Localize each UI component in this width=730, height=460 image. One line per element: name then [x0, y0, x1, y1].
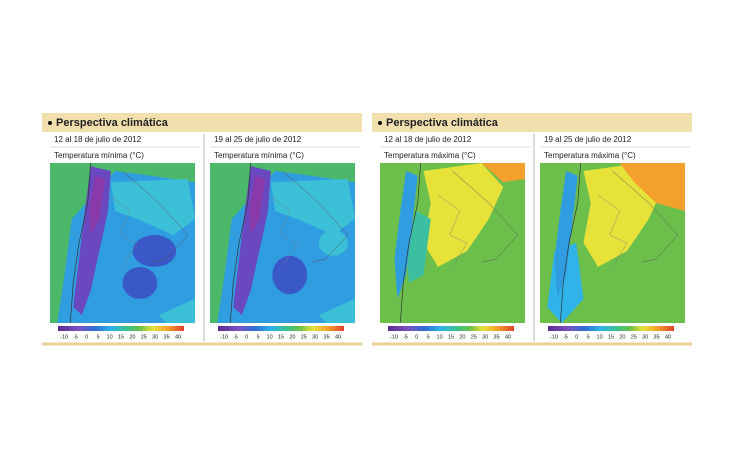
scale-label: 25 [141, 334, 147, 340]
scale-label: 30 [312, 334, 318, 340]
bullet [378, 121, 382, 125]
map-variable: Temperatura máxima (°C) [384, 151, 476, 160]
map-region [158, 299, 195, 323]
scale-label: 30 [482, 334, 488, 340]
panel-header [372, 113, 692, 132]
scale-label: 40 [665, 334, 671, 340]
scale-label: 5 [587, 334, 590, 340]
scale-label: -5 [73, 334, 78, 340]
scale-label: 5 [97, 334, 100, 340]
scale-label: 25 [301, 334, 307, 340]
scale-label: 30 [642, 334, 648, 340]
scale-label: -5 [233, 334, 238, 340]
color-scale [218, 326, 344, 331]
scale-label: -5 [563, 334, 568, 340]
scale-label: 10 [597, 334, 603, 340]
map-region [619, 163, 685, 211]
map-date: 19 al 25 de julio de 2012 [544, 135, 632, 144]
map-variable: Temperatura mínima (°C) [54, 151, 144, 160]
scale-label: 10 [267, 334, 273, 340]
border [282, 170, 349, 263]
panel: Perspectiva climática 12 al 18 de julio d… [42, 113, 362, 346]
scale-label: 10 [107, 334, 113, 340]
scale-label: 5 [427, 334, 430, 340]
scale-label: 0 [415, 334, 418, 340]
panel-title: Perspectiva climática [56, 117, 169, 129]
scale-label: 40 [335, 334, 341, 340]
color-scale [388, 326, 514, 331]
scale-label: 15 [608, 334, 614, 340]
scale-label: 5 [257, 334, 260, 340]
map-date: 12 al 18 de julio de 2012 [54, 135, 142, 144]
border [267, 194, 298, 268]
panel-title: Perspectiva climática [386, 117, 499, 129]
scale-label: 0 [575, 334, 578, 340]
scale-label: -10 [220, 334, 228, 340]
scale-label: 20 [619, 334, 625, 340]
border [122, 170, 189, 263]
scale-label: 40 [505, 334, 511, 340]
border [597, 194, 628, 268]
scale-label: 20 [129, 334, 135, 340]
color-scale [548, 326, 674, 331]
map-region [394, 171, 418, 299]
map-region [423, 163, 504, 267]
panel-header [42, 113, 362, 132]
scale-label: 30 [152, 334, 158, 340]
coastline [229, 162, 251, 324]
scale-label: 35 [654, 334, 660, 340]
scale-label: 35 [164, 334, 170, 340]
coastline [559, 162, 581, 324]
scale-label: 10 [437, 334, 443, 340]
scale-label: 35 [324, 334, 330, 340]
coastline [69, 162, 91, 324]
scale-label: 15 [278, 334, 284, 340]
scale-label: -10 [550, 334, 558, 340]
color-scale [58, 326, 184, 331]
map-region [122, 267, 158, 299]
map-date: 12 al 18 de julio de 2012 [384, 135, 472, 144]
map-region [249, 175, 266, 235]
map-region [554, 171, 578, 299]
scale-label: 15 [118, 334, 124, 340]
border [107, 194, 138, 268]
map-region [481, 163, 525, 183]
scale-label: 40 [175, 334, 181, 340]
border [612, 170, 679, 263]
coastline [399, 162, 421, 324]
panel: Perspectiva climática 12 al 18 de julio d… [372, 113, 692, 346]
map-region [318, 299, 355, 323]
scale-label: 0 [85, 334, 88, 340]
map-date: 19 al 25 de julio de 2012 [214, 135, 302, 144]
scale-label: 20 [289, 334, 295, 340]
map-region [89, 175, 106, 235]
scale-label: 15 [448, 334, 454, 340]
scale-label: -10 [390, 334, 398, 340]
bullet [48, 121, 52, 125]
map-region [110, 179, 195, 235]
scale-label: -10 [60, 334, 68, 340]
map-region [132, 235, 177, 267]
border [452, 170, 519, 263]
map-region [272, 255, 308, 295]
scale-label: 35 [494, 334, 500, 340]
map-region [318, 230, 348, 256]
scale-label: -5 [403, 334, 408, 340]
map-variable: Temperatura mínima (°C) [214, 151, 304, 160]
scale-label: 0 [245, 334, 248, 340]
map-variable: Temperatura máxima (°C) [544, 151, 636, 160]
map-region [270, 179, 355, 235]
border [437, 194, 468, 268]
scale-label: 20 [459, 334, 465, 340]
scale-label: 25 [471, 334, 477, 340]
scale-label: 25 [631, 334, 637, 340]
